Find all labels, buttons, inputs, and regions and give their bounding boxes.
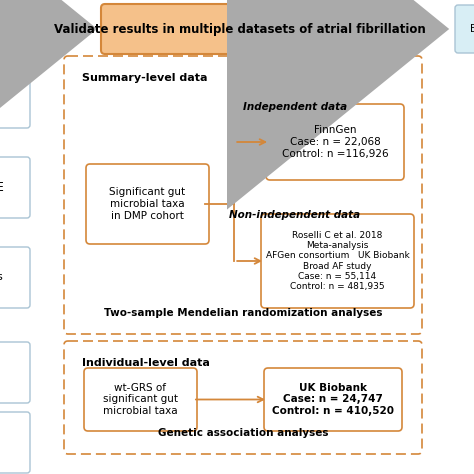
FancyBboxPatch shape: [0, 342, 30, 403]
Text: s: s: [0, 273, 2, 283]
Text: FinnGen
Case: n = 22,068
Control: n =116,926: FinnGen Case: n = 22,068 Control: n =116…: [282, 126, 388, 159]
FancyBboxPatch shape: [86, 164, 209, 244]
Text: Summary-level data: Summary-level data: [82, 73, 208, 83]
Text: wt-GRS of
significant gut
microbial taxa: wt-GRS of significant gut microbial taxa: [103, 383, 178, 416]
Text: E: E: [0, 181, 3, 194]
Text: E-: E-: [470, 24, 474, 34]
FancyBboxPatch shape: [0, 412, 30, 473]
FancyBboxPatch shape: [0, 67, 30, 128]
Text: Genetic association analyses: Genetic association analyses: [158, 428, 328, 438]
Text: Validate results in multiple datasets of atrial fibrillation: Validate results in multiple datasets of…: [54, 22, 426, 36]
FancyBboxPatch shape: [84, 368, 197, 431]
FancyBboxPatch shape: [0, 247, 30, 308]
Text: Roselli C et al. 2018
Meta-analysis
AFGen consortium   UK Biobank
Broad AF study: Roselli C et al. 2018 Meta-analysis AFGe…: [265, 230, 410, 292]
Text: Significant gut
microbial taxa
in DMP cohort: Significant gut microbial taxa in DMP co…: [109, 187, 185, 220]
FancyBboxPatch shape: [261, 214, 414, 308]
FancyBboxPatch shape: [64, 56, 422, 334]
Text: Two-sample Mendelian randomization analyses: Two-sample Mendelian randomization analy…: [104, 308, 382, 318]
FancyBboxPatch shape: [64, 341, 422, 454]
Text: Independent data: Independent data: [243, 102, 347, 112]
FancyBboxPatch shape: [264, 368, 402, 431]
FancyBboxPatch shape: [0, 157, 30, 218]
FancyBboxPatch shape: [455, 5, 474, 53]
FancyBboxPatch shape: [266, 104, 404, 180]
Text: UK Biobank
Case: n = 24,747
Control: n = 410,520: UK Biobank Case: n = 24,747 Control: n =…: [272, 383, 394, 416]
Text: Individual-level data: Individual-level data: [82, 358, 210, 368]
FancyBboxPatch shape: [101, 4, 379, 54]
Text: Non-independent data: Non-independent data: [229, 210, 361, 220]
